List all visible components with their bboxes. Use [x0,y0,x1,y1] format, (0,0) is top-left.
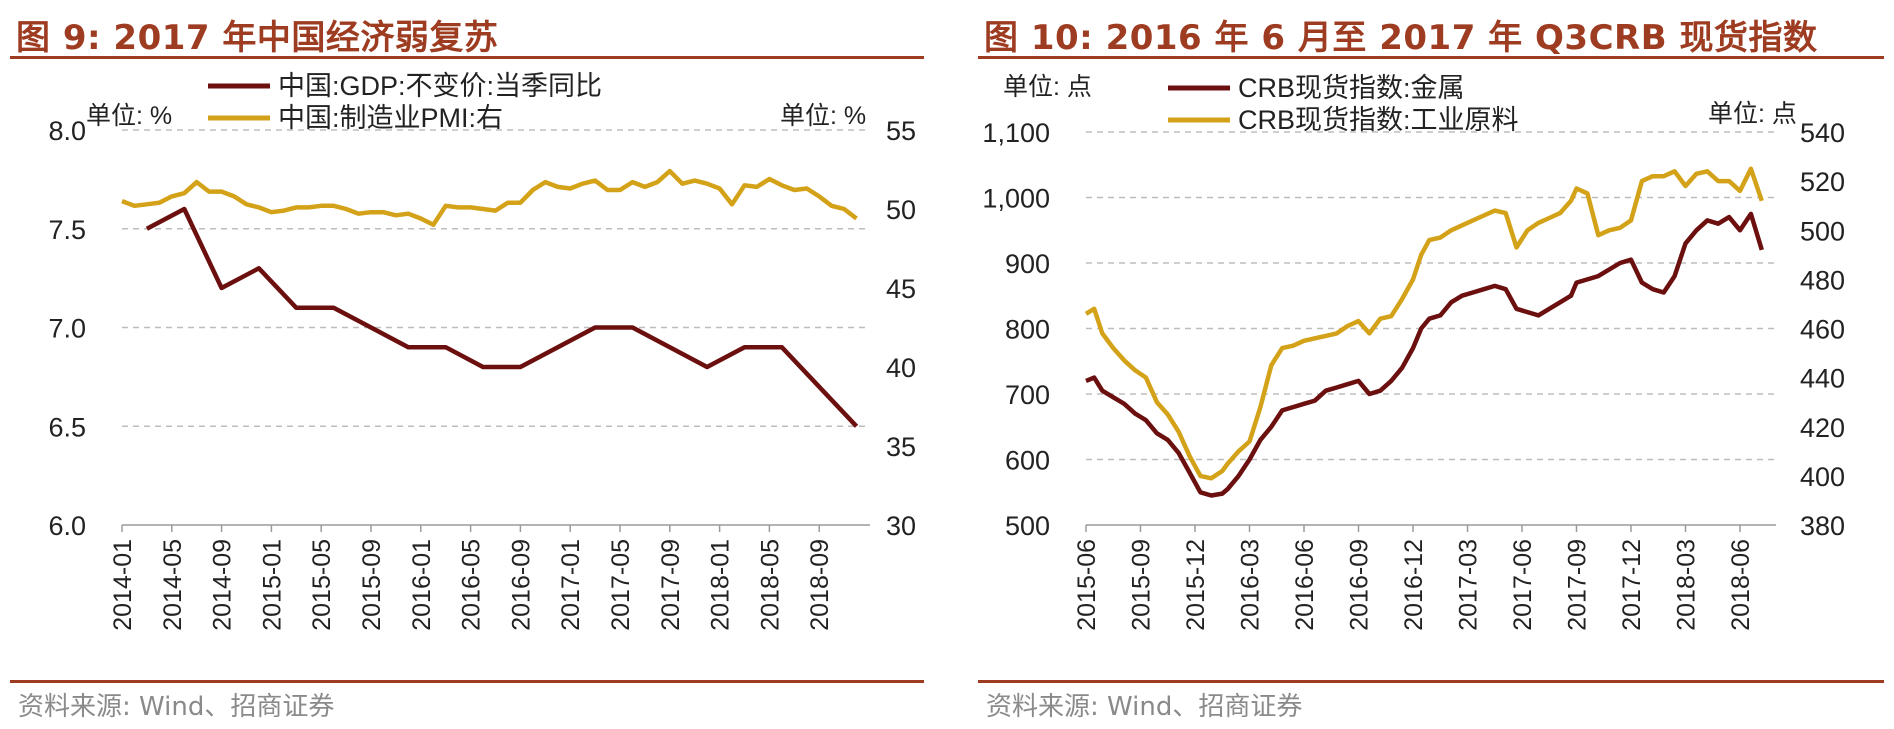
y-left-tick-label: 1,100 [982,118,1050,148]
legend-label: CRB现货指数:工业原料 [1238,105,1519,135]
legend-label: 中国:制造业PMI:右 [278,103,503,133]
y-right-tick-label: 400 [1800,462,1845,492]
y-right-tick-label: 420 [1800,413,1845,443]
x-tick-label: 2014-01 [109,539,137,631]
y-left-tick-label: 1,000 [982,184,1050,214]
x-tick-label: 2017-01 [557,539,585,631]
x-tick-label: 2016-03 [1237,539,1265,631]
x-tick-label: 2016-01 [408,539,436,631]
panel-gdp-pmi: 图 9: 2017 年中国经济弱复苏 8.0 7.5 7.0 6.5 6.0 55 50 45… [0,0,934,729]
x-tick-label: 2015-01 [258,539,286,631]
x-tick-label: 2014-09 [209,539,237,631]
y-right-tick-label: 460 [1800,315,1845,345]
x-tick-label: 2015-06 [1073,539,1101,631]
series-line [121,168,858,228]
y-left-tick-label: 600 [1005,446,1050,476]
x-tick-label: 2015-09 [1128,539,1156,631]
y-left-tick-label: 7.0 [48,314,86,344]
left-unit-label: 单位: % [86,102,172,130]
legend-label: 中国:GDP:不变价:当季同比 [278,71,602,101]
y-right-tick-label: 40 [886,353,916,383]
x-tick-label: 2017-09 [657,539,685,631]
gdp-pmi-chart: 8.0 7.5 7.0 6.5 6.0 55 50 45 40 35 30 2014-01 2014-0… [48,71,916,631]
x-tick-label: 2017-03 [1455,539,1483,631]
y-right-tick-label: 440 [1800,364,1845,394]
y-right-tick-label: 45 [886,274,916,304]
x-tick-label: 2018-06 [1727,539,1755,631]
source-divider [10,680,924,683]
series-line [1084,166,1764,481]
x-tick-label: 2016-09 [507,539,535,631]
y-right-tick-label: 480 [1800,265,1845,295]
y-right-tick-label: 500 [1800,216,1845,246]
x-tick-label: 2018-03 [1673,539,1701,631]
y-right-tick-label: 540 [1800,118,1845,148]
legend-label: CRB现货指数:金属 [1238,73,1465,103]
crb-index-chart: 1,100 1,000 900 800 700 600 500 540 520 500 480 460… [982,73,1845,631]
chart-title: 图 9: 2017 年中国经济弱复苏 [16,18,499,58]
panel-crb-index: 图 10: 2016 年 6 月至 2017 年 Q3CRB 现货指数 1,10… [968,0,1894,729]
y-left-tick-label: 7.5 [48,215,86,245]
x-tick-label: 2018-09 [806,539,834,631]
x-tick-label: 2014-05 [159,539,187,631]
y-left-tick-label: 900 [1005,249,1050,279]
x-tick-label: 2016-05 [458,539,486,631]
y-right-tick-label: 35 [886,432,916,462]
x-tick-label: 2016-06 [1291,539,1319,631]
left-unit-label: 单位: 点 [1003,73,1092,101]
chart-title: 图 10: 2016 年 6 月至 2017 年 Q3CRB 现货指数 [984,18,1818,58]
x-tick-label: 2015-09 [358,539,386,631]
series-line [1085,211,1764,498]
y-right-tick-label: 50 [886,195,916,225]
series-line [145,206,859,428]
x-tick-label: 2015-12 [1182,539,1210,631]
x-tick-label: 2017-12 [1618,539,1646,631]
source-divider [978,680,1884,683]
y-left-tick-label: 700 [1005,380,1050,410]
x-tick-label: 2018-01 [707,539,735,631]
right-unit-label: 单位: % [780,102,866,130]
title-divider [978,56,1884,59]
y-right-tick-label: 30 [886,511,916,541]
y-right-tick-label: 55 [886,116,916,146]
y-left-tick-label: 800 [1005,315,1050,345]
x-tick-label: 2016-09 [1346,539,1374,631]
y-left-tick-label: 6.0 [48,511,86,541]
x-tick-label: 2017-05 [607,539,635,631]
x-tick-label: 2015-05 [308,539,336,631]
y-right-tick-label: 520 [1800,167,1845,197]
x-tick-label: 2018-05 [756,539,784,631]
source-note: 资料来源: Wind、招商证券 [18,692,335,722]
y-left-tick-label: 8.0 [48,116,86,146]
x-tick-label: 2016-12 [1400,539,1428,631]
source-note: 资料来源: Wind、招商证券 [986,692,1303,722]
y-left-tick-label: 6.5 [48,412,86,442]
x-tick-label: 2017-06 [1509,539,1537,631]
right-unit-label: 单位: 点 [1708,100,1797,128]
y-right-tick-label: 380 [1800,511,1845,541]
x-tick-label: 2017-09 [1564,539,1592,631]
title-divider [10,56,924,59]
y-left-tick-label: 500 [1005,511,1050,541]
